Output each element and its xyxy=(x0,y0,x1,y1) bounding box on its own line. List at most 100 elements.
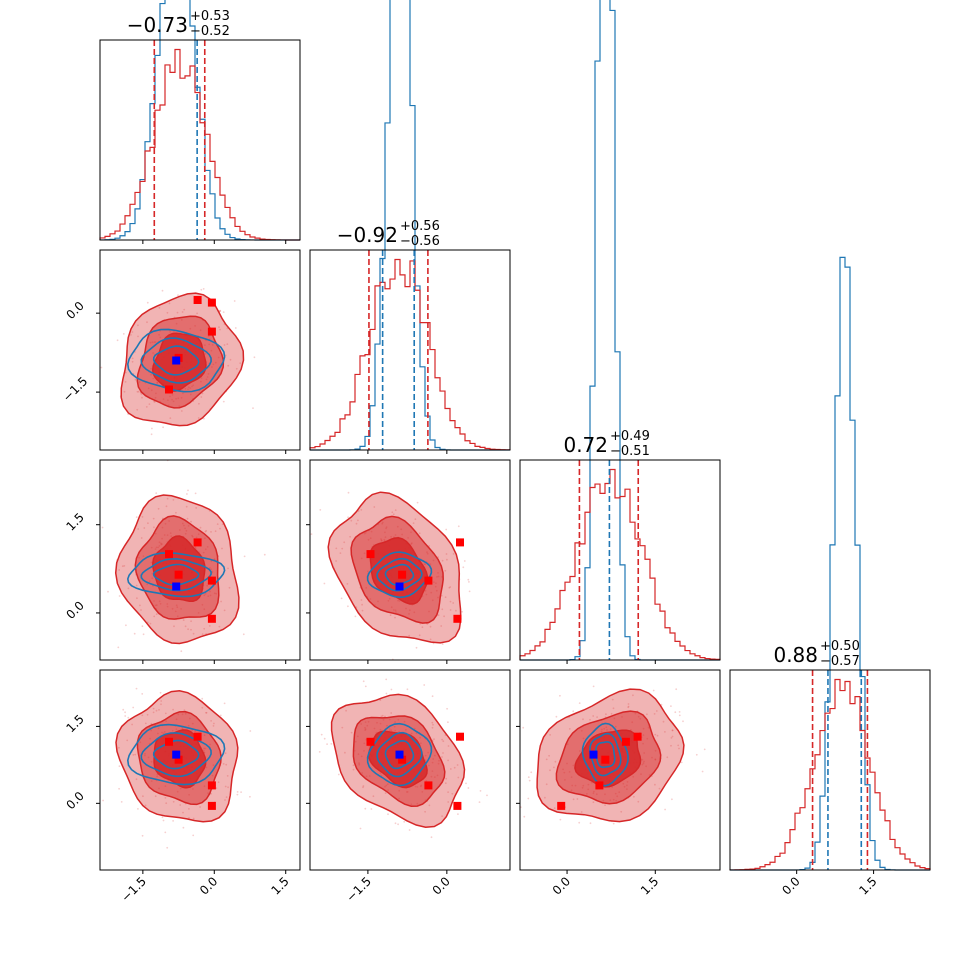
scatter-point xyxy=(126,739,129,742)
scatter-point xyxy=(442,752,444,754)
marker-red-0 xyxy=(193,296,202,304)
contour-blue-2 xyxy=(152,563,200,586)
marker-red-0 xyxy=(193,538,202,547)
scatter-point xyxy=(181,311,184,313)
scatter-point xyxy=(184,625,187,628)
scatter-point xyxy=(185,505,188,508)
marker-red-3 xyxy=(398,755,407,764)
scatter-point xyxy=(137,335,139,338)
scatter-point xyxy=(135,778,138,781)
marker-red-0 xyxy=(456,538,464,547)
scatter-point xyxy=(155,492,158,494)
scatter-point xyxy=(188,808,190,810)
panel-2-0: 0.0 1.5 xyxy=(63,459,301,664)
scatter-point xyxy=(350,731,353,734)
scatter-point xyxy=(462,566,465,569)
scatter-point xyxy=(141,714,144,717)
scatter-point xyxy=(116,339,119,342)
scatter-point xyxy=(431,695,434,698)
scatter-point xyxy=(153,400,155,403)
hist-blue-3 xyxy=(730,256,930,871)
scatter-point xyxy=(523,815,526,818)
scatter-point xyxy=(127,587,130,590)
scatter-point xyxy=(182,619,185,621)
scatter-point xyxy=(201,392,204,395)
scatter-point xyxy=(243,555,246,558)
scatter-point xyxy=(330,743,333,745)
scatter-point xyxy=(444,569,447,572)
scatter-point xyxy=(240,791,243,793)
scatter-point xyxy=(457,776,460,779)
scatter-point xyxy=(186,517,189,520)
x-tick-label: 0.0 xyxy=(779,874,802,897)
scatter-point xyxy=(179,804,182,806)
axes-frame xyxy=(309,669,511,871)
scatter-point xyxy=(349,535,351,538)
scatter-point xyxy=(403,820,406,823)
scatter-point xyxy=(582,718,584,721)
scatter-point xyxy=(671,798,673,801)
scatter-point xyxy=(455,609,457,612)
scatter-point xyxy=(656,734,659,737)
scatter-point xyxy=(222,763,225,765)
scatter-point xyxy=(589,718,591,721)
scatter-point xyxy=(364,685,367,688)
scatter-point xyxy=(224,799,226,801)
scatter-point xyxy=(123,565,126,567)
scatter-point xyxy=(136,390,139,393)
scatter-point xyxy=(680,761,683,764)
marker-red-4 xyxy=(453,801,462,810)
scatter-point xyxy=(226,775,229,777)
scatter-point xyxy=(654,783,656,786)
contour-blue-0 xyxy=(126,328,226,393)
scatter-point xyxy=(158,306,161,309)
marker-red-0 xyxy=(456,732,464,741)
scatter-point xyxy=(107,590,109,593)
scatter-point xyxy=(134,753,137,756)
axes-frame xyxy=(99,249,301,451)
marker-red-4 xyxy=(453,614,462,623)
scatter-point xyxy=(164,831,167,834)
scatter-point xyxy=(166,846,169,849)
scatter-point xyxy=(447,791,449,793)
scatter-point xyxy=(252,407,254,409)
scatter-point xyxy=(354,615,357,618)
axes-frame xyxy=(309,459,511,661)
scatter-point xyxy=(234,327,237,329)
scatter-point xyxy=(169,417,172,419)
scatter-point xyxy=(559,694,561,697)
scatter-point xyxy=(326,743,328,745)
scatter-point xyxy=(172,820,174,822)
scatter-point xyxy=(408,634,411,637)
scatter-point xyxy=(341,547,344,550)
scatter-point xyxy=(146,301,149,304)
title-upper: +0.49 xyxy=(610,429,650,444)
scatter-point xyxy=(118,595,121,597)
scatter-point xyxy=(197,417,200,419)
scatter-point xyxy=(447,801,450,803)
scatter-point xyxy=(225,763,228,766)
scatter-point xyxy=(339,552,342,554)
scatter-point xyxy=(227,364,230,367)
panel-3-2: 0.0 1.5 xyxy=(516,669,721,898)
scatter-point xyxy=(449,609,452,611)
scatter-point xyxy=(131,331,134,333)
scatter-point xyxy=(443,615,445,618)
title-value: −0.73 xyxy=(127,13,188,37)
scatter-point xyxy=(664,808,666,811)
scatter-point xyxy=(468,581,470,583)
marker-blue xyxy=(172,750,181,759)
scatter-point xyxy=(441,559,444,562)
scatter-point xyxy=(660,703,663,706)
scatter-point xyxy=(390,688,393,691)
scatter-point xyxy=(125,624,127,627)
scatter-point xyxy=(190,520,192,523)
scatter-point xyxy=(223,344,226,346)
scatter-point xyxy=(159,691,162,694)
scatter-point xyxy=(418,634,421,637)
marker-red-2 xyxy=(621,737,630,746)
contour-blue-1 xyxy=(376,557,423,592)
contour-blue-2 xyxy=(384,563,415,586)
scatter-point xyxy=(592,801,595,804)
scatter-point xyxy=(201,633,204,635)
